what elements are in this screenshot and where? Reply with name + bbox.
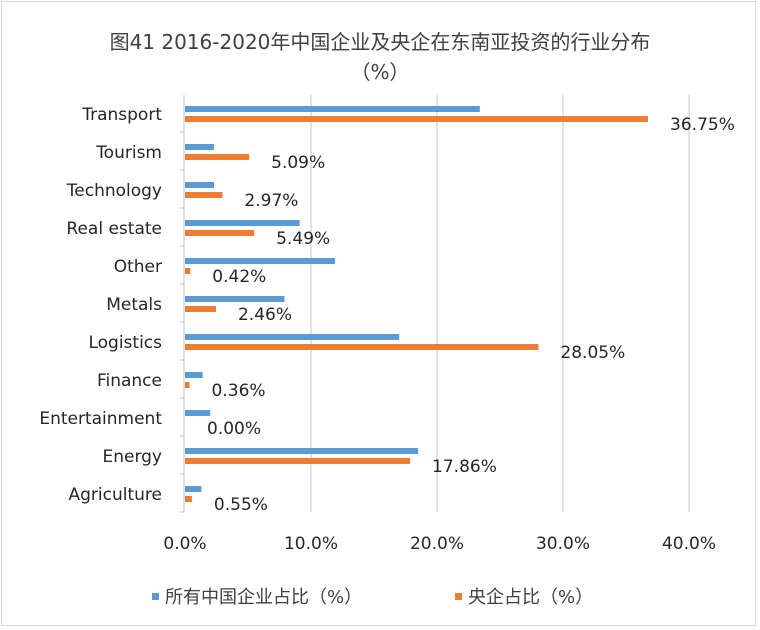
- data-label: 5.49%: [276, 229, 330, 249]
- legend-item-soe: 央企占比（%）: [455, 583, 593, 609]
- x-tick-label: 40.0%: [662, 534, 716, 554]
- x-tick-label: 0.0%: [163, 534, 206, 554]
- category-label: Agriculture: [69, 485, 163, 505]
- bar-all-enterprises: [185, 106, 480, 112]
- bar-all-enterprises: [185, 296, 285, 302]
- bar-soe: [185, 268, 191, 274]
- data-label: 0.55%: [214, 495, 268, 515]
- bar-soe: [185, 458, 411, 464]
- category-label: Transport: [81, 105, 162, 125]
- bar-soe: [185, 154, 250, 160]
- data-label: 0.00%: [207, 419, 261, 439]
- bar-soe: [185, 192, 223, 198]
- legend-swatch-blue: [152, 592, 159, 600]
- x-tick-label: 30.0%: [536, 534, 590, 554]
- data-label: 36.75%: [670, 115, 735, 135]
- bar-all-enterprises: [185, 410, 211, 416]
- x-tick-label: 20.0%: [410, 534, 464, 554]
- bar-all-enterprises: [185, 334, 400, 340]
- bar-all-enterprises: [185, 258, 335, 264]
- data-label: 0.42%: [212, 267, 266, 287]
- category-label: Energy: [102, 447, 162, 467]
- category-label: Technology: [66, 181, 162, 201]
- legend-swatch-orange: [455, 592, 462, 600]
- x-tick-label: 10.0%: [284, 534, 338, 554]
- bar-all-enterprises: [185, 372, 203, 378]
- chart-title: 图41 2016-2020年中国企业及央企在东南亚投资的行业分布: [109, 30, 651, 54]
- bar-soe: [185, 306, 216, 312]
- category-label: Tourism: [95, 143, 162, 163]
- category-label: Logistics: [88, 333, 162, 353]
- bar-soe: [185, 230, 255, 236]
- data-label: 2.46%: [238, 305, 292, 325]
- bar-soe: [185, 496, 192, 502]
- bar-all-enterprises: [185, 144, 214, 150]
- chart-title-block: 图41 2016-2020年中国企业及央企在东南亚投资的行业分布 （%）: [0, 27, 760, 87]
- bar-all-enterprises: [185, 486, 202, 492]
- category-label: Entertainment: [39, 409, 162, 429]
- category-label: Finance: [97, 371, 162, 391]
- legend-label: 所有中国企业占比（%）: [165, 587, 363, 608]
- bar-soe: [185, 382, 190, 388]
- category-label: Metals: [106, 295, 162, 315]
- data-label: 17.86%: [432, 457, 497, 477]
- bar-soe: [185, 116, 649, 122]
- bar-all-enterprises: [185, 220, 300, 226]
- legend-label: 央企占比（%）: [468, 587, 594, 608]
- chart-subtitle: （%）: [350, 60, 410, 84]
- bar-all-enterprises: [185, 448, 419, 454]
- legend-item-all-enterprises: 所有中国企业占比（%）: [152, 583, 362, 609]
- category-label: Real estate: [66, 219, 162, 239]
- bar-all-enterprises: [185, 182, 214, 188]
- bar-soe: [185, 344, 539, 350]
- data-label: 0.36%: [212, 381, 266, 401]
- category-label: Other: [114, 257, 162, 277]
- data-label: 28.05%: [560, 343, 625, 363]
- data-label: 2.97%: [244, 191, 298, 211]
- data-label: 5.09%: [271, 153, 325, 173]
